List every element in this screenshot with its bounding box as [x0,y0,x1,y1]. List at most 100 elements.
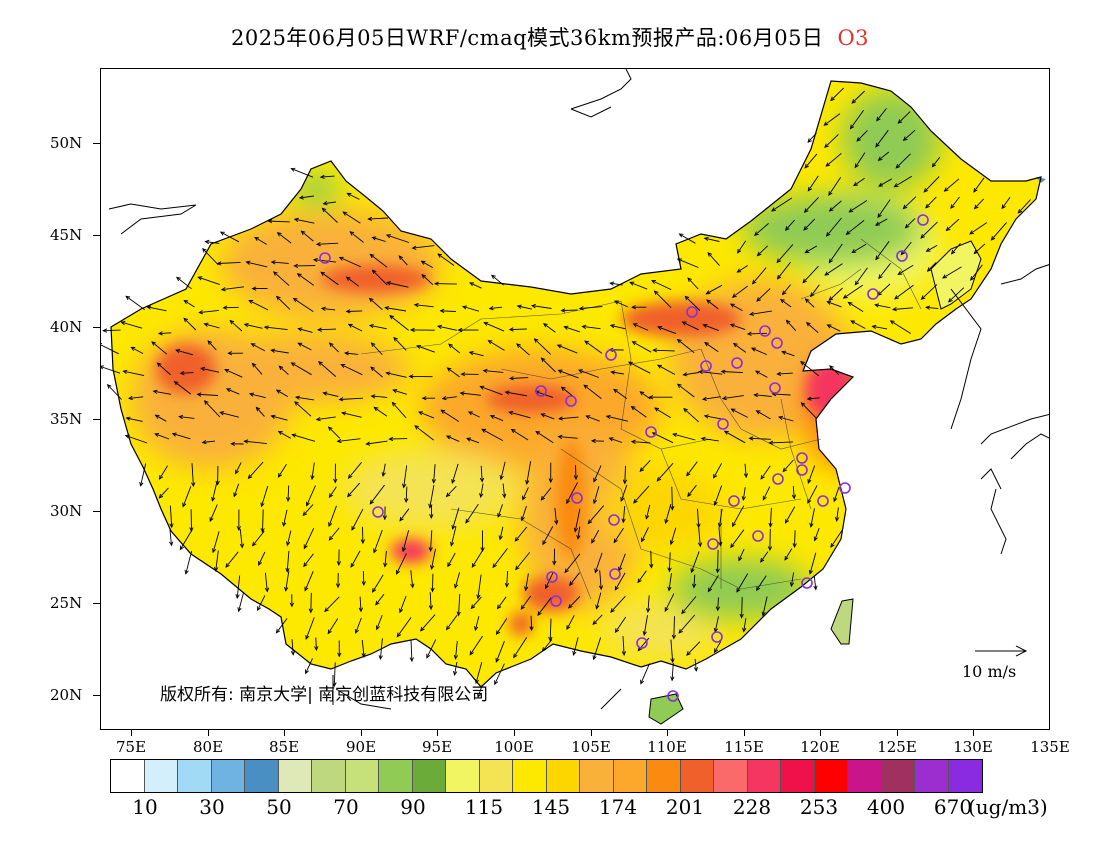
wind-arrow-head [469,282,474,287]
wind-arrow [905,218,916,229]
wind-arrow [446,435,460,442]
colorbar-swatch [781,760,815,792]
wind-arrow [579,306,603,310]
wind-arrow [440,409,460,422]
wind-arrow [708,575,719,592]
wind-arrow [182,486,192,507]
colorbar [110,759,983,793]
wind-arrow [286,530,292,546]
wind-arrow [248,300,269,311]
colorbar-label: 70 [333,795,359,819]
wind-arrow-head [707,252,712,257]
colorbar-label: 174 [598,795,638,819]
wind-arrow [668,552,671,572]
wind-arrow [749,310,772,315]
wind-arrow-head [681,321,687,326]
wind-arrow [742,487,746,501]
colorbar-label: 50 [266,795,292,819]
wind-arrow [291,168,314,178]
wind-arrow [403,465,408,488]
wind-arrow-head [398,255,404,260]
wind-arrow-head [476,594,481,600]
wind-arrow [754,223,769,236]
colorbar-swatch [111,760,145,792]
wind-arrow [522,487,529,500]
wind-arrow [361,639,365,657]
wind-arrow [920,221,938,239]
wind-arrow-head [328,522,333,528]
wind-arrow [393,337,407,351]
wind-arrow-head [1001,204,1006,210]
wind-arrow-head [465,518,470,524]
wind-arrow-head [322,391,328,396]
wind-arrow [641,527,649,542]
wind-arrow-head [389,314,395,320]
wind-arrow [806,322,819,334]
station-marker [571,492,583,504]
wind-arrow-head [931,162,937,168]
wind-arrow-head [651,280,656,284]
wind-arrow-head [700,436,706,441]
wind-arrow [697,508,700,528]
wind-reference-label: 10 m/s [962,662,1017,681]
station-marker [550,595,562,607]
wind-arrow-head [893,183,899,188]
wind-arrow [447,552,456,567]
wind-arrow-head [676,258,682,263]
wind-arrow [741,597,743,618]
wind-arrow [276,389,289,397]
wind-arrow-head [876,116,881,122]
wind-arrow-head [690,568,695,574]
wind-arrow-head [436,324,443,330]
wind-arrow [657,364,676,375]
wind-arrow-head [318,361,323,366]
wind-arrow-head [125,416,131,421]
wind-arrow-head [479,477,485,483]
wind-arrow-head [789,582,795,588]
wind-arrow-head [945,226,951,232]
wind-arrow-head [420,626,425,632]
wind-arrow-head [171,432,177,437]
wind-arrow-head [474,679,480,685]
wind-arrow-head [622,479,628,485]
wind-arrow [103,329,121,332]
wind-arrow [316,242,339,245]
wind-arrow [558,369,579,379]
wind-arrow [509,328,527,331]
wind-arrow [951,243,961,255]
wind-arrow [183,317,197,331]
lat-tick [93,695,100,696]
wind-arrow-head [328,493,334,499]
wind-arrow [637,570,647,583]
wind-arrow-head [156,362,162,367]
wind-arrow [630,281,648,290]
wind-arrow [399,595,407,613]
wind-arrow-head [545,584,549,590]
wind-arrow-head [621,651,627,657]
wind-arrow-head [656,364,662,369]
wind-arrow-head [495,657,500,663]
wind-arrow [903,196,917,209]
wind-arrow-head [175,276,181,282]
wind-arrow [878,178,893,187]
copyright-notice: 版权所有: 南京大学| 南京创蓝科技有限公司 [160,685,489,705]
wind-arrow-head [904,223,910,229]
wind-arrow [248,461,264,479]
wind-arrow-head [875,142,880,148]
wind-arrow-head [385,371,391,376]
wind-arrow [771,197,793,212]
wind-arrow-head [830,96,835,102]
wind-arrow-head [158,493,164,499]
wind-arrow-head [693,666,699,672]
station-marker [319,252,331,264]
wind-arrow-head [572,651,577,657]
wind-arrow [180,372,194,374]
wind-arrow-head [315,417,321,422]
lon-label-130e: 130E [953,738,993,756]
wind-arrow-head [371,236,377,241]
wind-arrow [830,87,845,101]
wind-arrow-head [854,163,859,169]
wind-arrow [226,388,240,395]
wind-arrow-head [247,474,253,480]
wind-arrow [462,306,480,312]
